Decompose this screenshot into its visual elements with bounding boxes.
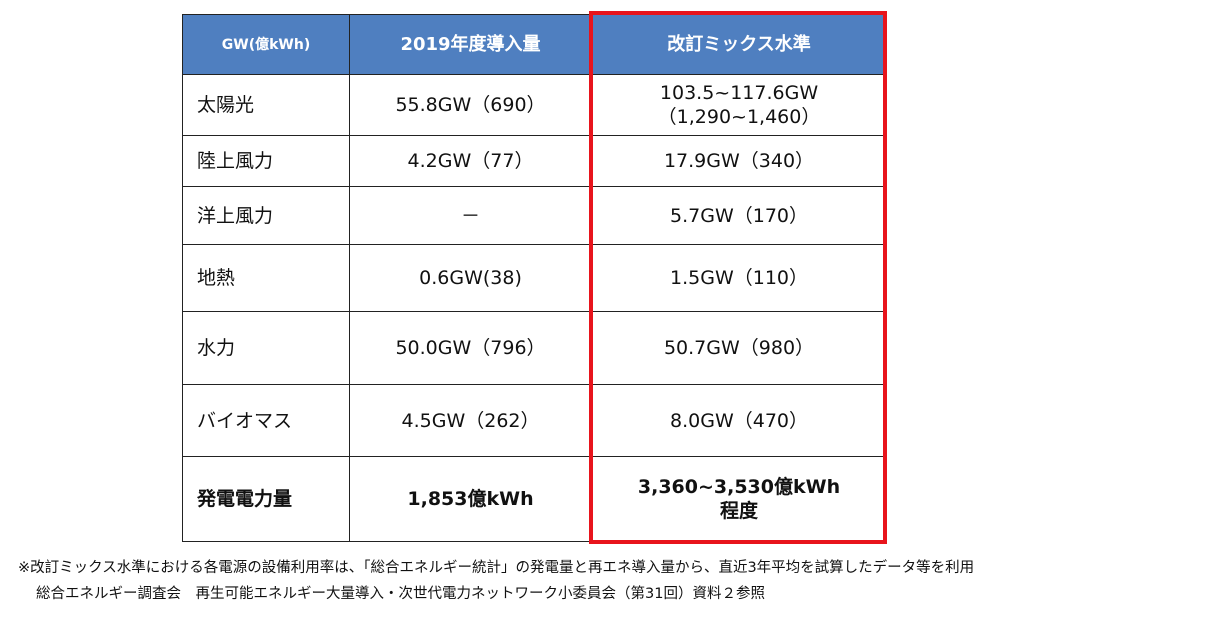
table-row: 地熱 0.6GW(38) 1.5GW（110） [182, 244, 887, 312]
source-note: 総合エネルギー調査会 再生可能エネルギー大量導入・次世代電力ネットワーク小委員会… [36, 586, 765, 602]
table-cell: 8.0GW（470） [591, 384, 887, 457]
table-cell: 太陽光 [182, 74, 350, 136]
table-cell: 4.5GW（262） [349, 384, 592, 457]
table-row: 水力 50.0GW（796） 50.7GW（980） [182, 311, 887, 385]
table-cell: 50.0GW（796） [349, 311, 592, 385]
table-cell: 陸上風力 [182, 135, 350, 187]
footnote: ※改訂ミックス水準における各電源の設備利用率は、「総合エネルギー統計」の発電量と… [18, 560, 975, 576]
table-cell: 1,853億kWh [349, 456, 592, 542]
table-cell: 5.7GW（170） [591, 186, 887, 245]
energy-table: GW(億kWh) 2019年度導入量 改訂ミックス水準 太陽光 55.8GW（690）… [182, 14, 887, 542]
table-cell: 103.5~117.6GW （1,290~1,460） [591, 74, 887, 136]
table-cell: 1.5GW（110） [591, 244, 887, 312]
header-row: GW(億kWh) 2019年度導入量 改訂ミックス水準 [182, 14, 887, 75]
table-row: 陸上風力 4.2GW（77） 17.9GW（340） [182, 135, 887, 187]
header-cell: 改訂ミックス水準 [591, 14, 887, 75]
table-cell: 17.9GW（340） [591, 135, 887, 187]
table-cell: 発電電力量 [182, 456, 350, 542]
table-cell: 水力 [182, 311, 350, 385]
table-row: 発電電力量 1,853億kWh 3,360~3,530億kWh 程度 [182, 456, 887, 542]
table-cell: 洋上風力 [182, 186, 350, 245]
table-cell: 55.8GW（690） [349, 74, 592, 136]
table-row: バイオマス 4.5GW（262） 8.0GW（470） [182, 384, 887, 457]
header-cell: 2019年度導入量 [349, 14, 592, 75]
table-cell: － [349, 186, 592, 245]
header-cell: GW(億kWh) [182, 14, 350, 75]
table-cell: 地熱 [182, 244, 350, 312]
table-cell: 4.2GW（77） [349, 135, 592, 187]
table-row: 太陽光 55.8GW（690） 103.5~117.6GW （1,290~1,460… [182, 74, 887, 136]
table-cell: バイオマス [182, 384, 350, 457]
table-row: 洋上風力－ 5.7GW（170） [182, 186, 887, 245]
table-cell: 3,360~3,530億kWh 程度 [591, 456, 887, 542]
table-cell: 0.6GW(38) [349, 244, 592, 312]
table-cell: 50.7GW（980） [591, 311, 887, 385]
